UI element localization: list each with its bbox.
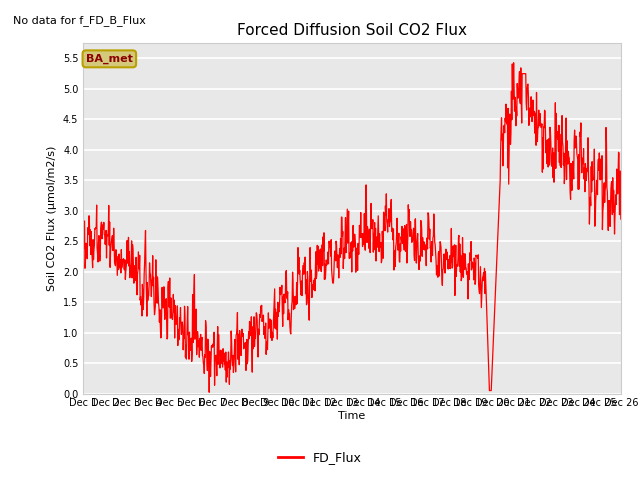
Legend: FD_Flux: FD_Flux	[273, 446, 367, 469]
Title: Forced Diffusion Soil CO2 Flux: Forced Diffusion Soil CO2 Flux	[237, 23, 467, 38]
X-axis label: Time: Time	[339, 411, 365, 421]
Text: No data for f_FD_B_Flux: No data for f_FD_B_Flux	[13, 15, 146, 26]
Text: BA_met: BA_met	[86, 54, 132, 64]
Y-axis label: Soil CO2 Flux (μmol/m2/s): Soil CO2 Flux (μmol/m2/s)	[47, 146, 58, 291]
